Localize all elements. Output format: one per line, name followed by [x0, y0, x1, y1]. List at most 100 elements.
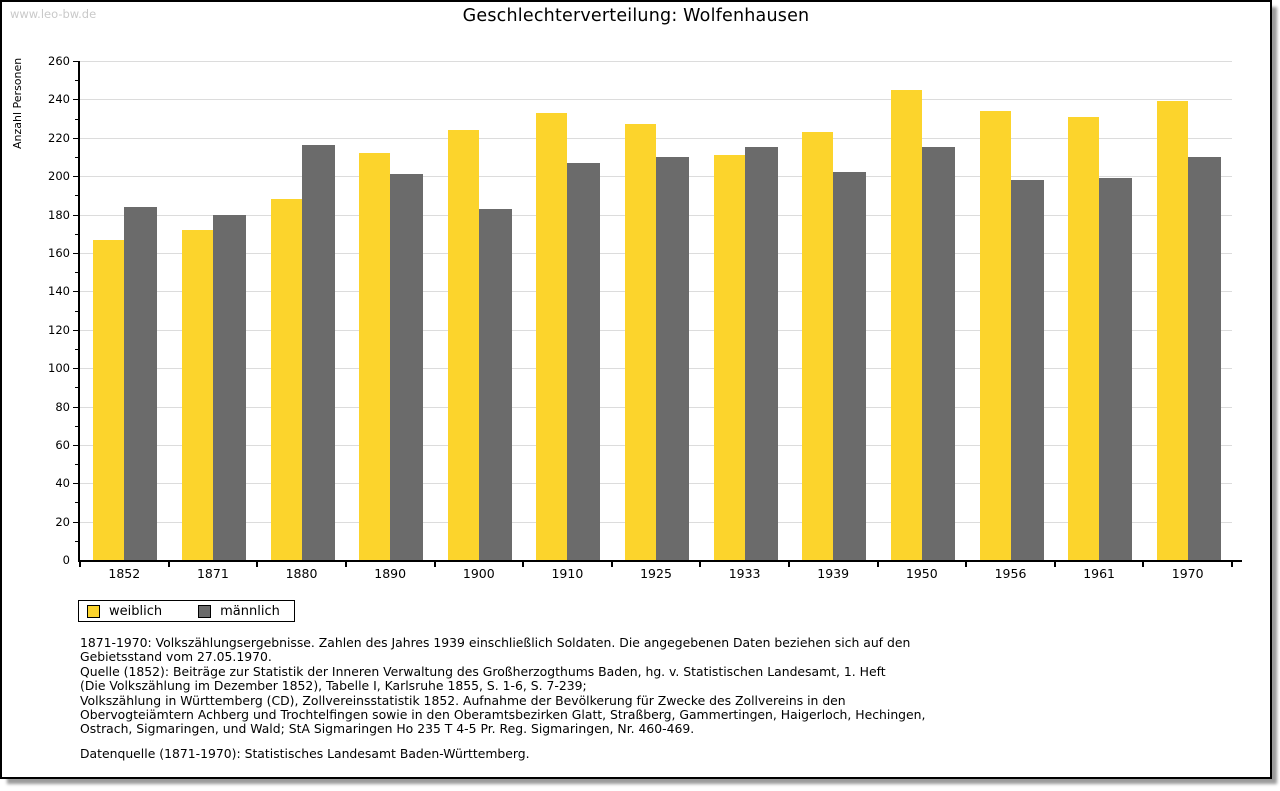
bar-männlich-1880: [301, 145, 335, 560]
y-axis-minor-tick: [75, 272, 78, 274]
y-axis-tick: [73, 406, 78, 408]
datasource-text: Datenquelle (1871-1970): Statistisches L…: [80, 745, 530, 761]
bar-weiblich-1950: [890, 89, 922, 560]
bar-weiblich-1970: [1156, 101, 1188, 560]
y-tick-label: 20: [55, 514, 70, 529]
y-axis-minor-tick: [75, 80, 78, 82]
x-axis-tick: [965, 562, 968, 567]
bar-weiblich-1871: [181, 229, 213, 560]
bar-weiblich-1925: [625, 124, 656, 560]
gridline: [80, 61, 1232, 62]
y-axis-tick: [73, 329, 78, 331]
bar-männlich-1956: [1010, 180, 1044, 560]
watermark: www.leo-bw.de: [10, 7, 97, 21]
y-axis-minor-tick: [75, 425, 78, 427]
y-axis-minor-tick: [75, 118, 78, 120]
bar-weiblich-1939: [802, 132, 834, 560]
y-axis-tick: [73, 291, 78, 293]
x-axis-tick: [344, 562, 347, 567]
x-tick-label: 1939: [817, 566, 850, 581]
x-tick-label: 1925: [640, 566, 672, 581]
y-tick-label: 160: [48, 245, 70, 260]
x-axis-tick: [433, 562, 436, 567]
bar-weiblich-1910: [536, 112, 568, 560]
x-axis-tick: [522, 562, 525, 567]
x-axis-tick: [876, 562, 879, 567]
y-tick-label: 240: [48, 92, 70, 107]
source-line: Volkszählung in Württemberg (CD), Zollve…: [80, 692, 846, 708]
plot-area: 0 20 40 60 80 100 120 140 160 180 200 220 240 260 1852…: [48, 54, 1242, 581]
x-axis-tick: [610, 562, 613, 567]
bar-männlich-1961: [1099, 178, 1133, 560]
x-axis-tick: [787, 562, 790, 567]
y-tick-label: 60: [55, 437, 70, 452]
x-axis-tick: [699, 562, 702, 567]
y-axis-tick: [73, 99, 78, 101]
x-axis-tick: [256, 562, 259, 567]
y-tick-label: 120: [48, 322, 70, 337]
x-axis-tick: [1053, 562, 1056, 567]
legend-swatch-weiblich: [87, 604, 100, 618]
y-axis-tick: [73, 483, 78, 485]
bar-männlich-1950: [921, 147, 955, 560]
y-axis-minor-tick: [75, 348, 78, 350]
x-tick-label: 1890: [374, 566, 407, 581]
legend: weiblich männlich: [78, 600, 295, 622]
y-tick-label: 40: [55, 476, 70, 491]
y-axis-tick: [73, 61, 78, 62]
chart-frame: www.leo-bw.de Geschlechterverteilung: Wo…: [0, 0, 1272, 779]
source-line: Obervogteiämtern Achberg und Trochtelfin…: [80, 707, 926, 723]
bar-männlich-1910: [567, 162, 601, 560]
x-tick-label: 1970: [1171, 566, 1204, 581]
bar-weiblich-1956: [979, 110, 1011, 560]
y-axis-minor-tick: [75, 387, 78, 389]
y-axis-minor-tick: [75, 540, 78, 542]
y-tick-label: 0: [62, 553, 70, 567]
y-axis-minor-tick: [75, 502, 78, 504]
x-tick-label: 1933: [728, 566, 761, 581]
y-axis-tick: [73, 252, 78, 254]
legend-label: männlich: [220, 603, 280, 619]
y-axis-tick: [73, 214, 78, 216]
y-axis-minor-tick: [75, 157, 78, 158]
legend-label: weiblich: [109, 603, 163, 619]
x-axis-tick: [167, 562, 170, 567]
y-tick-label: 180: [48, 207, 70, 222]
gridline: [80, 99, 1232, 101]
x-tick-label: 1871: [196, 566, 229, 581]
y-tick-label: 140: [48, 284, 70, 299]
x-axis-tick: [1231, 562, 1233, 567]
x-tick-label: 1961: [1083, 566, 1115, 581]
source-line: Gebietsstand vom 27.05.1970.: [80, 649, 272, 665]
y-axis-minor-tick: [75, 310, 78, 312]
y-axis-tick: [73, 368, 78, 370]
bar-weiblich-1961: [1068, 116, 1100, 560]
source-line: (Die Volkszählung im Dezember 1852), Tab…: [80, 678, 587, 694]
footer-notes: 1871-1970: Volkszählungsergebnisse. Zahl…: [80, 635, 926, 761]
y-axis-tick: [73, 137, 78, 139]
bar-weiblich-1880: [270, 199, 302, 560]
bar-männlich-1900: [478, 208, 512, 560]
x-axis-line: [78, 560, 1242, 562]
y-axis-minor-tick: [75, 464, 78, 465]
y-tick-label: 260: [48, 54, 70, 68]
bar-männlich-1939: [833, 172, 867, 560]
y-axis-minor-tick: [75, 233, 78, 235]
source-text: 1871-1970: Volkszählungsergebnisse. Zahl…: [80, 635, 926, 737]
y-axis-label: Anzahl Personen: [11, 57, 24, 149]
x-tick-label: 1956: [994, 566, 1027, 581]
x-tick-label: 1900: [462, 566, 495, 581]
x-axis-tick: [79, 562, 81, 567]
y-axis-tick: [73, 521, 78, 523]
chart-title: Geschlechterverteilung: Wolfenhausen: [462, 6, 810, 26]
bar-männlich-1933: [744, 147, 778, 560]
x-tick-label: 1852: [108, 566, 141, 581]
bar-männlich-1871: [212, 214, 246, 560]
bar-weiblich-1890: [359, 153, 391, 560]
y-axis-line: [78, 61, 80, 562]
bar-männlich-1890: [390, 174, 424, 560]
y-axis-minor-tick: [75, 195, 78, 197]
x-tick-label: 1950: [905, 566, 938, 581]
x-axis-tick: [1142, 562, 1145, 567]
legend-item-weiblich: weiblich: [87, 604, 162, 619]
